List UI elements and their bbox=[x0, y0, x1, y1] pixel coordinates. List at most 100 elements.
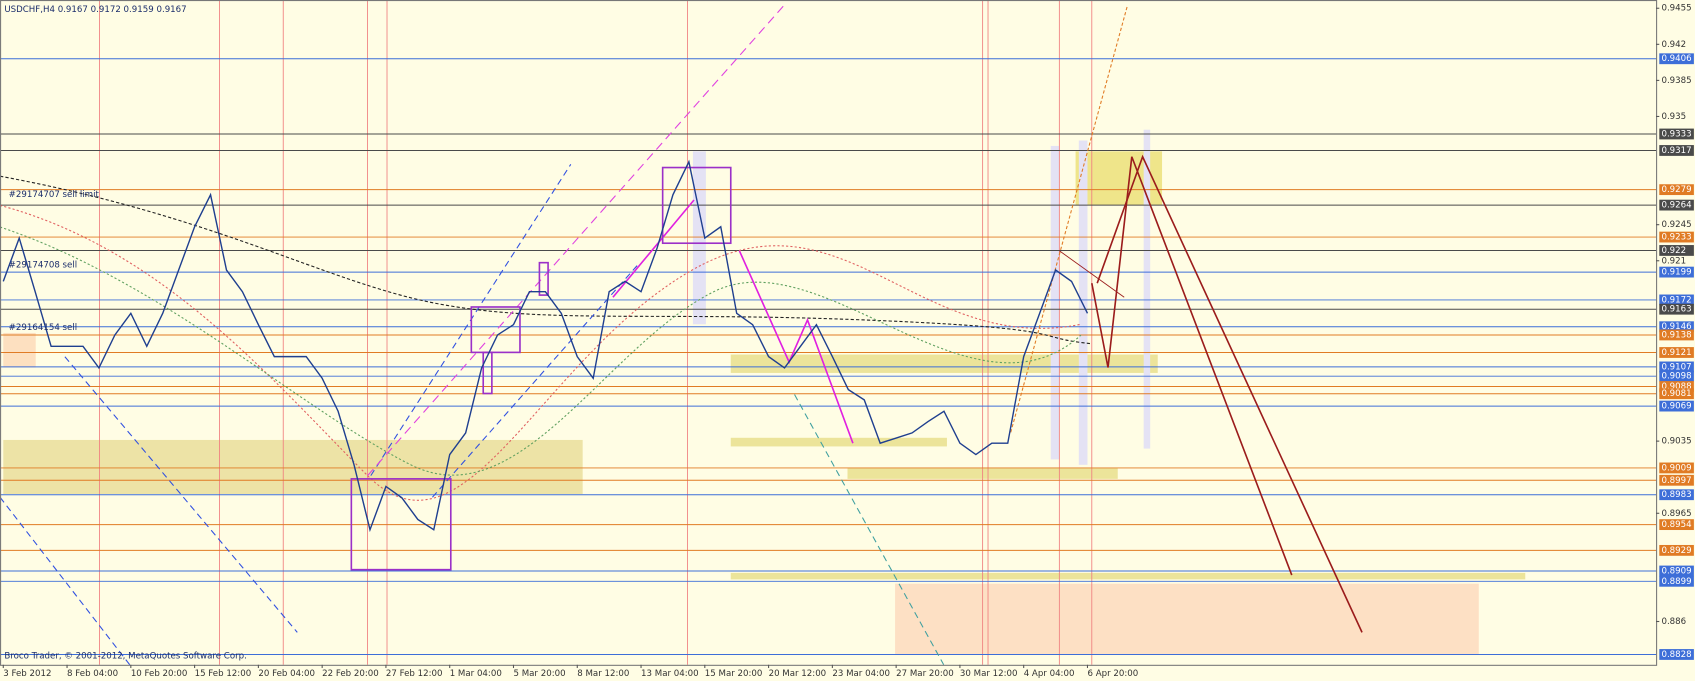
level-tag bbox=[1659, 303, 1694, 315]
x-tick-label: 8 Feb 04:00 bbox=[67, 669, 118, 679]
trend-line bbox=[64, 356, 298, 633]
trend-line bbox=[367, 2, 787, 476]
level-tag bbox=[1659, 381, 1694, 392]
drawings bbox=[0, 2, 1363, 666]
x-tick-label: 20 Mar 12:00 bbox=[769, 669, 827, 679]
zone bbox=[1050, 145, 1060, 460]
x-tick-label: 20 Feb 04:00 bbox=[258, 669, 315, 679]
projection bbox=[1096, 154, 1363, 633]
level-tag bbox=[1659, 649, 1694, 660]
moving-average bbox=[0, 226, 1082, 476]
zone bbox=[692, 151, 706, 325]
copyright: Broco Trader, © 2001-2012, MetaQuotes So… bbox=[4, 652, 247, 662]
level-tag bbox=[1659, 361, 1694, 373]
level-label: 0.9069 bbox=[1661, 402, 1691, 412]
level-tag bbox=[1659, 266, 1694, 278]
y-tick-label: 0.921 bbox=[1661, 256, 1686, 266]
level-tag bbox=[1659, 53, 1694, 65]
x-tick-label: 6 Apr 20:00 bbox=[1087, 669, 1138, 679]
order-label: #29164154 sell bbox=[9, 323, 77, 333]
level-label: 0.9121 bbox=[1661, 348, 1691, 358]
level-label: 0.9146 bbox=[1661, 322, 1691, 332]
box bbox=[482, 351, 493, 395]
level-tag bbox=[1659, 575, 1694, 587]
zone bbox=[895, 583, 1479, 654]
moving-average bbox=[0, 175, 1092, 345]
projection bbox=[1059, 250, 1125, 298]
level-tag bbox=[1659, 400, 1694, 412]
level-label: 0.9172 bbox=[1661, 295, 1691, 305]
level-tag bbox=[1659, 565, 1694, 577]
level-label: 0.9081 bbox=[1661, 389, 1691, 399]
zones bbox=[3, 129, 1526, 654]
trend-line bbox=[0, 496, 131, 666]
level-tag bbox=[1659, 321, 1694, 333]
moving-average bbox=[0, 204, 1082, 501]
level-tag bbox=[1659, 388, 1694, 400]
x-tick-label: 3 Feb 2012 bbox=[3, 669, 51, 679]
level-label: 0.8954 bbox=[1661, 520, 1691, 530]
trend-line bbox=[794, 394, 945, 666]
x-tick-label: 4 Apr 04:00 bbox=[1024, 669, 1075, 679]
level-label: 0.9279 bbox=[1661, 185, 1691, 195]
y-tick-label: 0.9385 bbox=[1661, 76, 1691, 86]
level-tag bbox=[1659, 128, 1694, 140]
y-tick-label: 0.935 bbox=[1661, 112, 1686, 122]
order-label: #29174707 sell limit bbox=[9, 190, 100, 200]
y-tick-label: 0.942 bbox=[1661, 40, 1686, 50]
wave bbox=[738, 250, 854, 444]
x-tick-label: 10 Feb 20:00 bbox=[131, 669, 188, 679]
x-tick-label: 15 Mar 20:00 bbox=[705, 669, 763, 679]
x-tick-label: 5 Mar 20:00 bbox=[513, 669, 565, 679]
levels bbox=[0, 58, 1657, 655]
zone bbox=[3, 332, 36, 368]
level-tag bbox=[1659, 199, 1694, 211]
wave bbox=[612, 199, 695, 298]
level-label: 0.9088 bbox=[1661, 382, 1691, 392]
plot bbox=[2, 159, 1089, 533]
level-tag bbox=[1659, 519, 1694, 531]
x-tick-label: 15 Feb 12:00 bbox=[195, 669, 252, 679]
price-line bbox=[2, 159, 1089, 533]
level-label: 0.9317 bbox=[1661, 146, 1691, 156]
chart-title: USDCHF,H4 0.9167 0.9172 0.9159 0.9167 bbox=[4, 5, 186, 15]
level-label: 0.8909 bbox=[1661, 566, 1691, 576]
y-tick-label: 0.886 bbox=[1661, 617, 1686, 627]
trend-line bbox=[1010, 5, 1128, 433]
box bbox=[538, 261, 549, 296]
level-label: 0.922 bbox=[1661, 246, 1686, 256]
zone bbox=[730, 572, 1526, 580]
zone bbox=[3, 439, 583, 494]
level-tag bbox=[1659, 184, 1694, 196]
box bbox=[661, 166, 732, 245]
x-tick-label: 22 Feb 20:00 bbox=[322, 669, 379, 679]
trend-line bbox=[432, 264, 639, 498]
level-label: 0.9009 bbox=[1661, 463, 1691, 473]
box bbox=[470, 306, 521, 354]
zone bbox=[730, 437, 947, 447]
zone bbox=[1143, 129, 1151, 449]
level-tag bbox=[1659, 347, 1694, 358]
y-tick-label: 0.8965 bbox=[1661, 509, 1691, 519]
plot-border bbox=[0, 0, 1658, 666]
zone bbox=[730, 354, 1158, 373]
box bbox=[350, 478, 452, 571]
level-label: 0.8899 bbox=[1661, 577, 1691, 587]
x-tick-label: 13 Mar 04:00 bbox=[641, 669, 699, 679]
x-tick-label: 1 Mar 04:00 bbox=[450, 669, 502, 679]
level-tag bbox=[1659, 245, 1694, 256]
level-label: 0.8983 bbox=[1661, 490, 1691, 500]
level-tag bbox=[1659, 474, 1694, 486]
level-label: 0.9406 bbox=[1661, 54, 1691, 64]
vertical-lines bbox=[99, 0, 1093, 665]
level-label: 0.8828 bbox=[1661, 650, 1691, 660]
projection bbox=[1090, 156, 1293, 576]
level-tag bbox=[1659, 294, 1694, 306]
level-label: 0.9333 bbox=[1661, 129, 1691, 139]
level-label: 0.9264 bbox=[1661, 201, 1691, 211]
level-label: 0.9233 bbox=[1661, 233, 1691, 243]
level-label: 0.9199 bbox=[1661, 268, 1691, 278]
level-label: 0.8997 bbox=[1661, 476, 1691, 486]
level-tag bbox=[1659, 489, 1694, 501]
